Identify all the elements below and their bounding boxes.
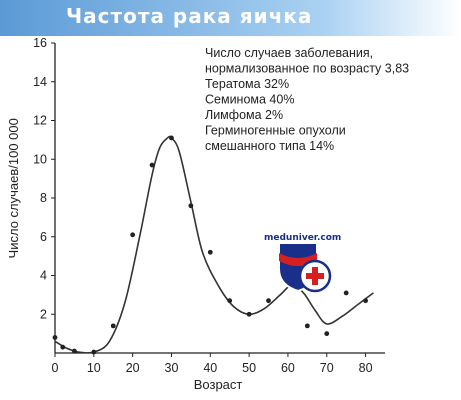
data-point <box>324 331 330 337</box>
data-point <box>169 135 174 141</box>
data-point <box>91 349 97 355</box>
y-tick-label: 16 <box>33 36 47 50</box>
watermark-logo: meduniver.com <box>264 233 341 293</box>
data-point <box>130 232 136 238</box>
y-tick-label: 8 <box>40 191 47 205</box>
chart-annotation: Число случаев заболевания, нормализованно… <box>205 46 409 153</box>
annotation-line: Число случаев заболевания, <box>205 46 373 60</box>
annotation-line: смешанного типа 14% <box>205 139 334 153</box>
data-point <box>363 298 368 304</box>
y-tick-label: 14 <box>33 75 47 89</box>
page-title: Частота рака яичка <box>66 4 313 28</box>
data-point <box>149 162 155 168</box>
annotation-line: Лимфома 2% <box>205 108 283 122</box>
medical-cross-icon <box>298 259 332 293</box>
x-tick-label: 50 <box>242 361 256 375</box>
data-point <box>110 323 116 329</box>
x-tick-label: 30 <box>165 361 179 375</box>
data-point <box>266 298 271 304</box>
y-tick-label: 6 <box>40 230 47 244</box>
x-tick-label: 0 <box>52 361 59 375</box>
data-point <box>246 311 252 317</box>
y-tick-label: 4 <box>40 269 47 283</box>
fitted-curve <box>54 135 374 354</box>
points-layer <box>52 135 368 355</box>
chart-axes: 0 10 20 30 40 50 60 70 80 2 4 6 8 10 12 14 16 Возраст Числ… <box>6 36 385 392</box>
data-point <box>72 348 77 354</box>
curve-layer <box>54 135 374 354</box>
annotation-line: нормализованное по возрасту 3,83 <box>205 62 409 76</box>
x-tick-label: 80 <box>359 361 373 375</box>
y-tick-label: 10 <box>33 152 47 166</box>
x-tick-label: 10 <box>87 361 101 375</box>
data-point <box>52 335 58 340</box>
data-point <box>207 249 213 255</box>
x-tick-label: 70 <box>320 361 334 375</box>
annotation-line: Тератома 32% <box>205 77 289 91</box>
title-bar: Частота рака яичка <box>0 0 461 36</box>
data-point <box>343 290 349 296</box>
x-tick-label: 40 <box>203 361 217 375</box>
x-axis-title: Возраст <box>194 377 243 392</box>
y-tick-label: 2 <box>40 307 47 321</box>
annotation-line: Семинома 40% <box>205 93 294 107</box>
y-tick-label: 12 <box>33 114 47 128</box>
x-tick-label: 60 <box>281 361 295 375</box>
y-axis-title: Число случаев/100 000 <box>6 118 21 258</box>
data-point <box>304 323 310 329</box>
data-point <box>60 344 66 350</box>
watermark-text: meduniver.com <box>264 233 341 243</box>
x-tick-label: 20 <box>126 361 140 375</box>
data-point <box>188 203 194 209</box>
annotation-line: Герминогенные опухоли <box>205 124 346 138</box>
data-point <box>227 298 233 304</box>
